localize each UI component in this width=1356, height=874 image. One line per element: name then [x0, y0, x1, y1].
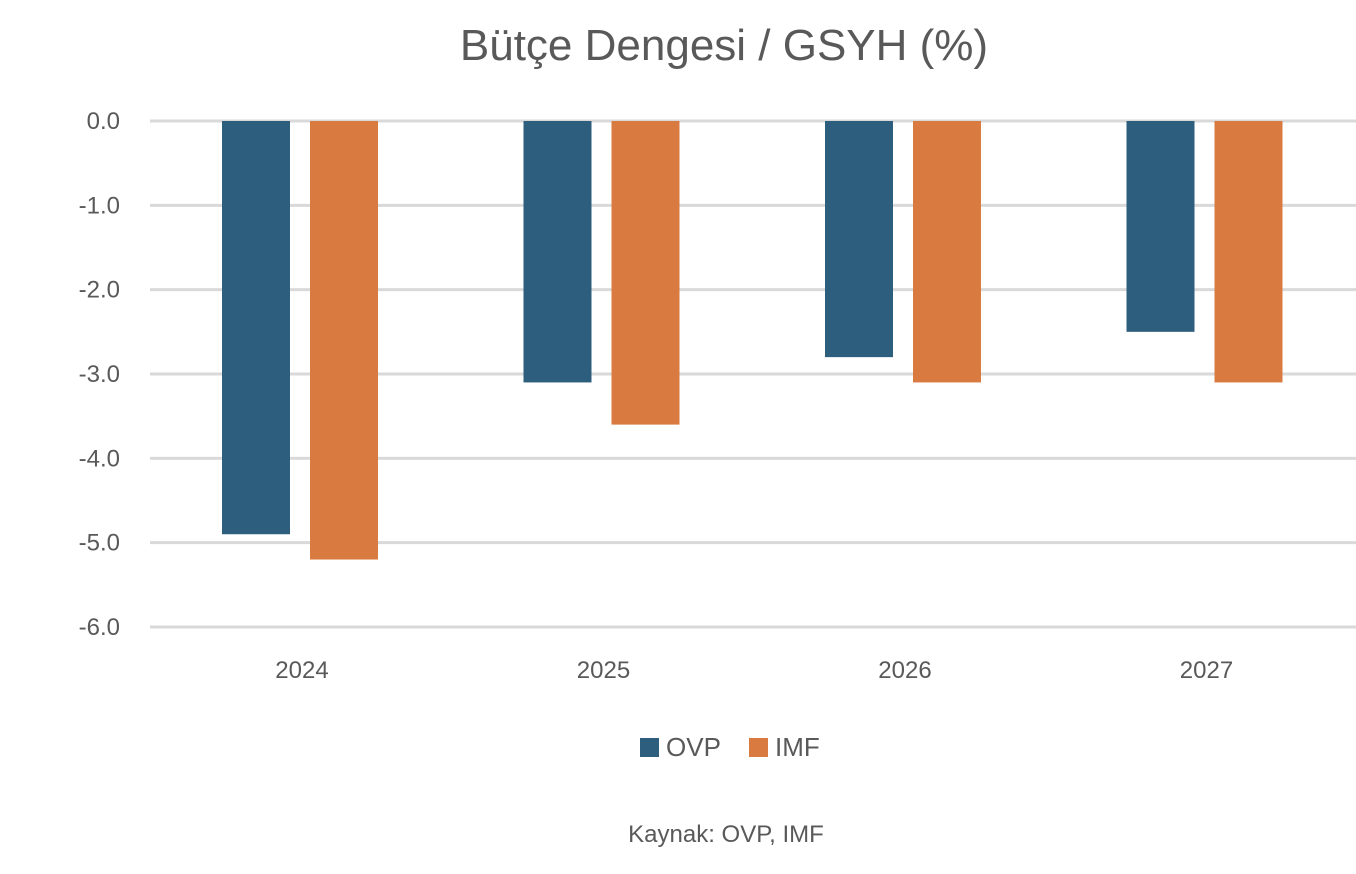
y-tick-label: -3.0 — [79, 361, 120, 388]
y-tick-label: -4.0 — [79, 445, 120, 472]
bar-imf-2025 — [611, 121, 680, 425]
source-note: Kaynak: OVP, IMF — [628, 821, 824, 848]
y-tick-label: -5.0 — [79, 530, 120, 557]
y-axis-ticks: 0.0 -1.0 -2.0 -3.0 -4.0 -5.0 -6.0 — [79, 108, 120, 641]
x-tick-label: 2025 — [577, 657, 630, 684]
y-tick-label: -6.0 — [79, 614, 120, 641]
y-tick-label: -2.0 — [79, 277, 120, 304]
bar-ovp-2024 — [222, 121, 290, 535]
y-tick-label: 0.0 — [87, 108, 120, 135]
x-axis-ticks: 2024 2025 2026 2027 — [275, 657, 1233, 684]
bar-ovp-2025 — [523, 121, 592, 383]
legend-item-imf: IMF — [749, 732, 820, 762]
legend-label: IMF — [775, 732, 820, 762]
bar-ovp-2026 — [825, 121, 893, 358]
y-tick-label: -1.0 — [79, 192, 120, 219]
bars — [222, 121, 1283, 560]
legend-label: OVP — [666, 732, 721, 762]
legend-item-ovp: OVP — [640, 732, 721, 762]
legend: OVP IMF — [640, 732, 820, 762]
bar-imf-2024 — [310, 121, 378, 560]
x-tick-label: 2027 — [1180, 657, 1233, 684]
bar-imf-2027 — [1214, 121, 1283, 383]
x-tick-label: 2026 — [878, 657, 931, 684]
legend-swatch — [749, 738, 768, 757]
bar-ovp-2027 — [1126, 121, 1195, 332]
chart-title: Bütçe Dengesi / GSYH (%) — [460, 21, 988, 70]
x-tick-label: 2024 — [275, 657, 328, 684]
legend-swatch — [640, 738, 659, 757]
bar-imf-2026 — [913, 121, 981, 383]
